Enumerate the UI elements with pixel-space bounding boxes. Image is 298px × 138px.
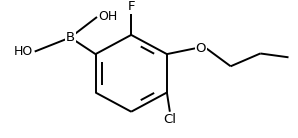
Text: B: B <box>66 31 75 44</box>
Text: F: F <box>128 0 135 13</box>
Text: OH: OH <box>98 10 118 23</box>
Text: HO: HO <box>14 45 33 58</box>
Text: O: O <box>196 42 206 55</box>
Text: Cl: Cl <box>163 113 176 126</box>
